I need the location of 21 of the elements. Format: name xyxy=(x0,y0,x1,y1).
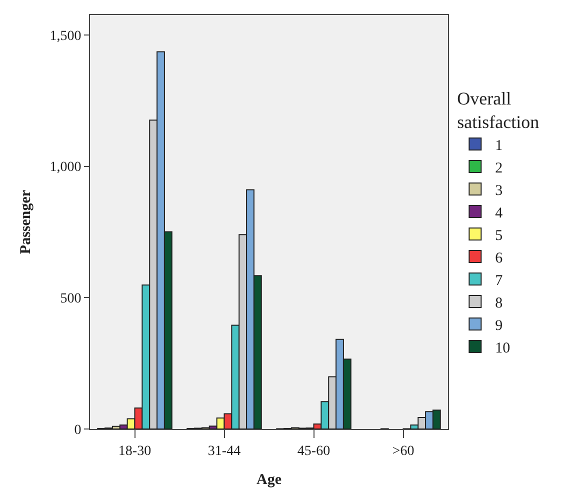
legend-label: 5 xyxy=(495,228,503,244)
legend-label: 8 xyxy=(495,295,503,312)
x-tick-label: 45-60 xyxy=(297,444,330,459)
y-tick-label: 500 xyxy=(60,292,82,307)
legend-label: 3 xyxy=(495,182,503,199)
legend-label: 1 xyxy=(495,138,503,154)
legend-label: 2 xyxy=(495,160,503,176)
legend-title: Overall satisfaction xyxy=(457,88,540,132)
legend-label: 6 xyxy=(495,250,504,266)
y-tick-label: 1,500 xyxy=(50,28,82,44)
x-tick-label: 18-30 xyxy=(118,444,152,459)
y-axis-title: Passenger xyxy=(18,190,34,254)
y-tick-label: 1,000 xyxy=(50,160,82,176)
legend-label: 7 xyxy=(495,272,504,289)
y-tick-label: 0 xyxy=(74,422,82,438)
x-tick-label: >60 xyxy=(392,444,414,459)
x-axis-title: Age xyxy=(256,472,282,488)
legend-label: 4 xyxy=(495,205,504,222)
legend-label: 10 xyxy=(495,340,510,356)
legend-label: 9 xyxy=(495,318,503,334)
x-tick-label: 31-44 xyxy=(208,444,241,459)
